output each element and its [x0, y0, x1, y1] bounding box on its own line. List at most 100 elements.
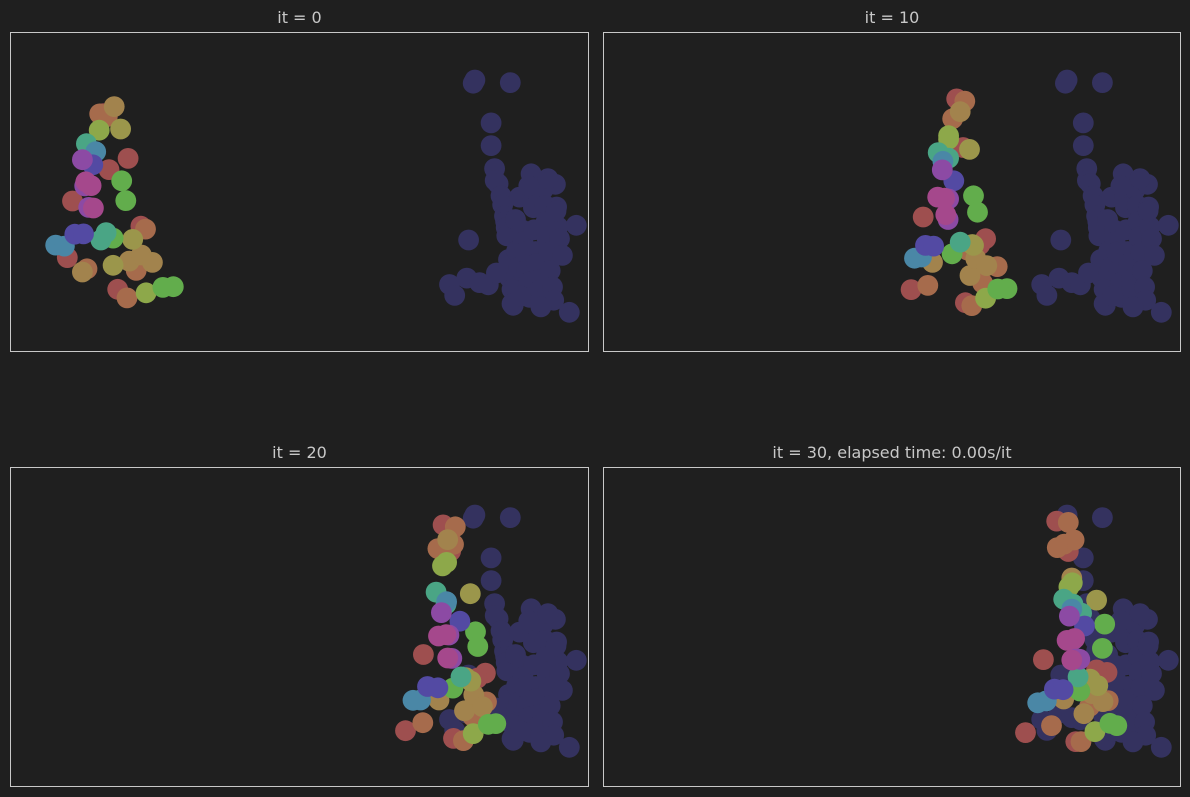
scatter-point — [1144, 245, 1165, 266]
scatter-point — [142, 252, 163, 273]
scatter-point — [496, 660, 518, 682]
scatter-point — [458, 229, 479, 251]
scatter-point — [459, 583, 481, 605]
scatter-point — [1078, 262, 1099, 284]
scatter-point — [1056, 69, 1078, 91]
axes-frame — [603, 467, 1181, 787]
scatter-point — [1072, 112, 1094, 134]
scatter-point — [395, 720, 416, 742]
scatter-point — [90, 229, 112, 251]
scatter-point — [1099, 712, 1121, 734]
scatter-point — [115, 190, 137, 212]
scatter-point — [1086, 589, 1107, 611]
scatter-point — [935, 204, 957, 226]
scatter-point — [116, 287, 138, 309]
scatter-point — [1041, 715, 1062, 736]
scatter-point — [949, 101, 971, 123]
scatter-point — [552, 245, 573, 266]
scatter-point — [435, 624, 457, 646]
scatter-point — [1122, 296, 1144, 318]
scatter-point — [1092, 72, 1113, 93]
scatter-point — [83, 197, 104, 219]
scatter-point — [1059, 605, 1080, 627]
scatter-point — [530, 296, 552, 318]
scatter-point — [412, 712, 434, 734]
scatter-point — [480, 112, 502, 134]
scatter-point — [111, 170, 133, 192]
scatter-point — [539, 695, 561, 717]
scatter-point — [1131, 260, 1153, 282]
scatter-point — [1144, 680, 1165, 701]
scatter-point — [1137, 200, 1159, 222]
scatter-point — [102, 254, 124, 276]
scatter-point — [1036, 285, 1058, 306]
scatter-point — [518, 610, 540, 632]
scatter-point — [539, 260, 561, 282]
scatter-point — [1064, 628, 1085, 649]
scatter-point — [496, 225, 518, 247]
scatter-point — [1110, 175, 1132, 197]
scatter-point — [923, 235, 944, 257]
scatter-point — [959, 265, 981, 286]
scatter-point — [80, 175, 102, 197]
scatter-point — [558, 301, 580, 323]
scatter-point — [480, 570, 502, 591]
scatter-point — [1131, 695, 1153, 717]
panel-title: it = 20 — [272, 443, 327, 462]
axes-frame — [603, 32, 1181, 352]
scatter-point — [1157, 649, 1179, 671]
scatter-point — [122, 229, 144, 250]
scatter-point — [565, 214, 587, 236]
scatter-point — [1046, 537, 1068, 558]
panel-it-30: it = 30, elapsed time: 0.00s/it — [603, 435, 1181, 791]
scatter-point — [917, 275, 939, 296]
scatter-point — [967, 201, 988, 223]
axes-frame — [10, 32, 589, 352]
scatter-point — [72, 261, 93, 283]
scatter-point — [987, 278, 1009, 300]
scatter-point — [510, 285, 532, 307]
scatter-point — [900, 279, 922, 300]
scatter-point — [1092, 691, 1114, 712]
scatter-point — [931, 159, 953, 181]
scatter-point — [1137, 635, 1159, 657]
scatter-point — [1052, 679, 1074, 701]
scatter-point — [413, 644, 434, 665]
panel-it-10: it = 10 — [603, 0, 1181, 356]
scatter-point — [464, 69, 486, 91]
scatter-point — [959, 139, 980, 160]
panel-title: it = 10 — [864, 8, 920, 27]
scatter-point — [480, 547, 502, 569]
scatter-plot — [10, 467, 589, 787]
scatter-point — [499, 72, 521, 93]
scatter-plot — [603, 32, 1181, 352]
scatter-point — [486, 262, 507, 284]
scatter-point — [110, 118, 131, 140]
scatter-point — [464, 504, 486, 526]
scatter-point — [1072, 135, 1094, 156]
scatter-point — [1092, 507, 1113, 528]
panel-title: it = 30, elapsed time: 0.00s/it — [772, 443, 1012, 462]
scatter-point — [88, 119, 110, 141]
scatter-point — [1087, 675, 1109, 696]
scatter-point — [1129, 168, 1151, 190]
panel-title: it = 0 — [277, 8, 322, 27]
scatter-plot — [10, 32, 589, 352]
scatter-point — [1110, 610, 1132, 632]
scatter-point — [477, 713, 499, 735]
scatter-point — [549, 663, 570, 685]
scatter-point — [73, 223, 94, 245]
scatter-point — [549, 228, 570, 250]
scatter-point — [545, 200, 567, 222]
scatter-point — [1092, 638, 1113, 659]
scatter-point — [437, 529, 459, 550]
scatter-point — [499, 507, 521, 528]
scatter-point — [467, 636, 489, 657]
scatter-point — [103, 96, 125, 117]
scatter-point — [1061, 572, 1083, 594]
scatter-point — [1141, 663, 1162, 685]
panel-it-0: it = 0 — [10, 0, 589, 356]
scatter-point — [62, 190, 83, 212]
scatter-point — [1150, 301, 1172, 323]
scatter-point — [1150, 736, 1172, 758]
